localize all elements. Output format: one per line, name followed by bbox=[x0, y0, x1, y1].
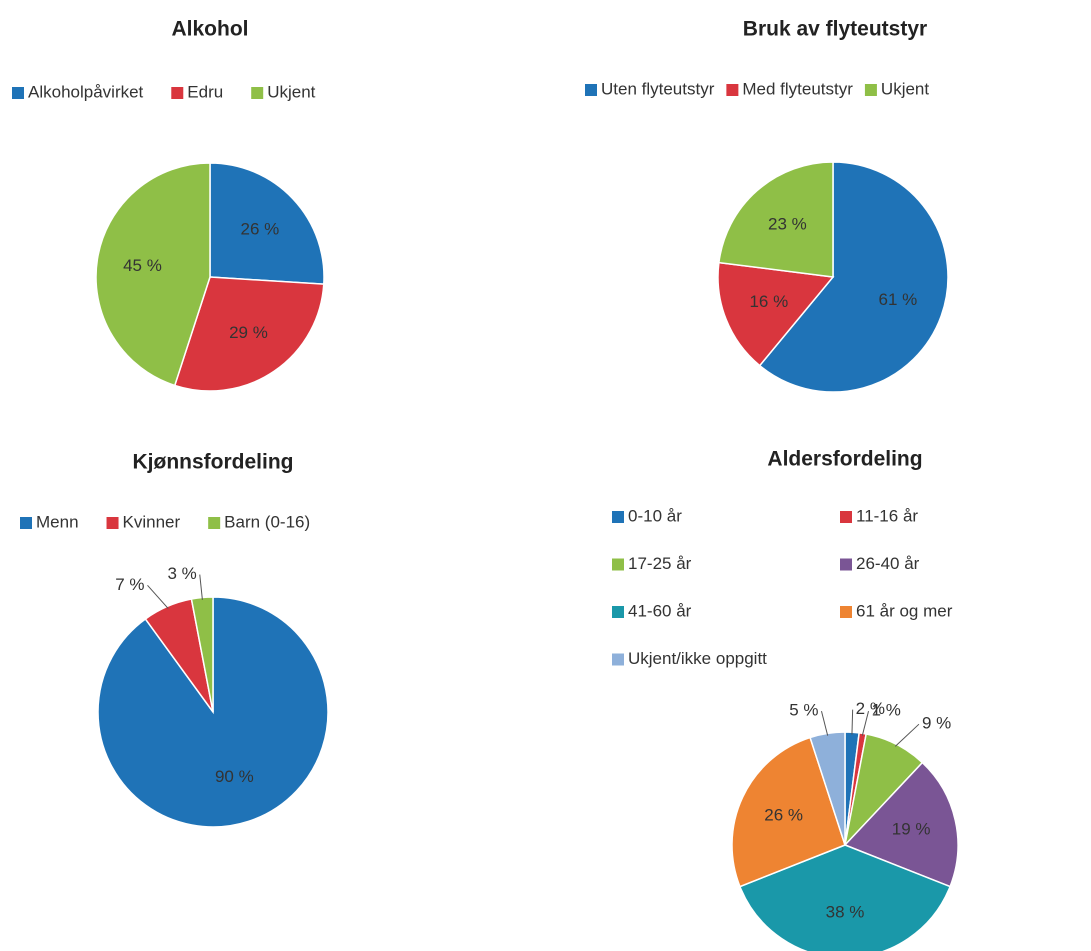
legend-label: Uten flyteutstyr bbox=[601, 79, 715, 98]
chart-title: Aldersfordeling bbox=[767, 448, 922, 471]
legend-label: Alkoholpåvirket bbox=[28, 82, 144, 101]
legend-swatch bbox=[726, 84, 739, 96]
data-label: 5 % bbox=[789, 701, 818, 720]
legend-swatch bbox=[612, 511, 624, 523]
pie-chart: Kjønnsfordeling Menn Kvinner Barn (0-16) 90 … bbox=[20, 451, 329, 828]
legend-swatch bbox=[612, 606, 624, 618]
leader-line bbox=[199, 574, 203, 600]
legend-swatch bbox=[840, 511, 852, 523]
pie-slice bbox=[758, 161, 949, 393]
legend-label: 17-25 år bbox=[628, 554, 692, 573]
leader-line bbox=[147, 585, 169, 609]
data-label: 26 % bbox=[240, 220, 279, 239]
pie-slice bbox=[97, 596, 329, 828]
data-label: 1 % bbox=[872, 701, 901, 720]
legend-label: Barn (0-16) bbox=[224, 512, 310, 531]
chart-title: Kjønnsfordeling bbox=[133, 451, 294, 474]
legend-swatch bbox=[251, 87, 264, 99]
pie-chart: Alkohol Alkoholpåvirket Edru Ukjent 26 % 29 %… bbox=[12, 18, 325, 392]
legend-swatch bbox=[106, 517, 119, 529]
data-label: 61 % bbox=[879, 290, 918, 309]
legend-label: 41-60 år bbox=[628, 601, 692, 620]
legend-label: 0-10 år bbox=[628, 506, 682, 525]
data-label: 26 % bbox=[764, 806, 803, 825]
legend-swatch bbox=[12, 87, 24, 99]
data-label: 29 % bbox=[229, 323, 268, 342]
data-label: 23 % bbox=[768, 215, 807, 234]
data-label: 2 % bbox=[856, 699, 885, 718]
legend-label: 11-16 år bbox=[856, 506, 918, 525]
pie-slice bbox=[173, 276, 325, 392]
pie-chart: Bruk av flyteutstyr Uten flyteutstyr Med f… bbox=[585, 18, 949, 393]
pie-slice bbox=[731, 736, 846, 888]
leader-line bbox=[851, 709, 854, 735]
legend-label: Menn bbox=[36, 512, 79, 531]
pie-slice bbox=[717, 261, 835, 367]
data-label: 38 % bbox=[826, 902, 865, 921]
data-label: 9 % bbox=[922, 714, 951, 733]
data-label: 45 % bbox=[123, 256, 162, 275]
legend-label: Kvinner bbox=[123, 512, 181, 531]
legend-label: Med flyteutstyr bbox=[742, 79, 853, 98]
pie-chart: Aldersfordeling 0-10 år 11-16 år 17-25 år 26… bbox=[612, 448, 959, 951]
legend-swatch bbox=[171, 87, 184, 99]
legend-label: Ukjent bbox=[881, 79, 929, 98]
pie-slice bbox=[209, 162, 325, 285]
legend-swatch bbox=[612, 558, 624, 571]
leader-line bbox=[861, 710, 870, 736]
data-label: 19 % bbox=[892, 820, 931, 839]
legend-label: 61 år og mer bbox=[856, 601, 953, 620]
legend-swatch bbox=[864, 84, 877, 96]
pie-slice bbox=[718, 161, 834, 278]
legend-swatch bbox=[208, 517, 221, 529]
data-label: 7 % bbox=[115, 575, 144, 594]
legend-label: Edru bbox=[187, 82, 223, 101]
pie-slice bbox=[95, 162, 211, 387]
legend-label: 26-40 år bbox=[856, 554, 920, 573]
chart-title: Alkohol bbox=[172, 18, 249, 41]
pie-slice bbox=[738, 844, 952, 951]
legend-swatch bbox=[612, 653, 624, 666]
legend-label: Ukjent/ikke oppgitt bbox=[628, 649, 767, 668]
data-label: 90 % bbox=[215, 767, 254, 786]
leader-line bbox=[820, 710, 829, 736]
legend-swatch bbox=[840, 606, 852, 618]
legend-label: Ukjent bbox=[267, 82, 315, 101]
legend-swatch bbox=[20, 517, 32, 529]
data-label: 3 % bbox=[167, 564, 196, 583]
legend-swatch bbox=[840, 558, 852, 571]
legend-swatch bbox=[585, 84, 597, 96]
leader-line bbox=[894, 723, 920, 747]
chart-title: Bruk av flyteutstyr bbox=[743, 18, 927, 41]
data-label: 16 % bbox=[749, 292, 788, 311]
